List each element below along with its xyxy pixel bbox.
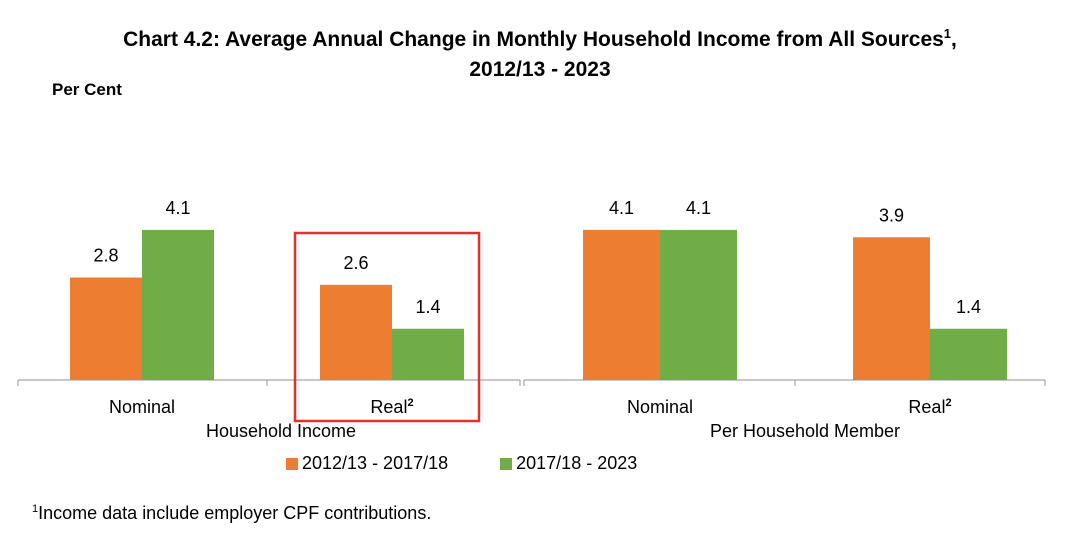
data-label-series-1: 2.8 [93,246,118,266]
legend-label-series-1: 2012/13 - 2017/18 [302,453,449,473]
chart-legend: 2012/13 - 2017/18 2017/18 - 2023 [286,453,689,474]
chart-title-line-1: Chart 4.2: Average Annual Change in Mont… [0,22,1080,52]
legend-label-series-2: 2017/18 - 2023 [516,453,638,473]
legend-swatch-series-2 [500,457,513,470]
data-label-series-1: 4.1 [609,198,634,218]
bar-series-1 [320,284,392,380]
x-tick-label-text: Real [370,397,408,417]
x-tick-label-text: Nominal [108,397,176,417]
legend-item-series-2: 2017/18 - 2023 [500,453,637,474]
x-tick-label-text: Real [908,397,946,417]
x-tick-label-sup: 2 [407,397,414,409]
bar-series-2 [142,229,214,380]
footnote: 1Income data include employer CPF contri… [32,503,431,524]
x-tick-label-sup: 2 [945,397,952,409]
data-label-series-1: 3.9 [879,205,904,225]
footnote-text: Income data include employer CPF contrib… [38,503,432,523]
data-label-series-2: 1.4 [415,297,440,317]
x-tick-label-text: Nominal [626,397,694,417]
chart-title-comma: , [951,28,957,51]
data-label-series-1: 2.6 [343,253,368,273]
legend-swatch-series-1 [286,457,298,470]
chart-title-text: Chart 4.2: Average Annual Change in Mont… [123,28,944,51]
x-group-label: Per Household Member [709,421,901,441]
data-label-series-2: 4.1 [686,198,711,218]
legend-item-series-1: 2012/13 - 2017/18 [286,453,448,474]
bar-series-1 [853,237,930,380]
y-axis-label: Per Cent [52,80,122,99]
footnote-marker: 1 [32,503,39,515]
data-label-series-2: 4.1 [165,198,190,218]
bar-series-1 [583,229,660,380]
bar-series-2 [930,328,1007,380]
x-tick-label: Nominal [560,397,760,418]
chart-title-footnote-marker: 1 [943,26,952,41]
chart-title-line-2: 2012/13 - 2023 [469,58,611,81]
x-group-label: Household Income [205,421,357,441]
x-tick-label: Real2 [292,397,492,418]
bar-series-1 [70,277,142,380]
highlight-box [293,231,481,423]
data-label-series-2: 1.4 [956,297,981,317]
bar-series-2 [660,229,737,380]
x-tick-label: Nominal [42,397,242,418]
x-tick-label: Real2 [830,397,1030,418]
bar-series-2 [392,328,464,380]
